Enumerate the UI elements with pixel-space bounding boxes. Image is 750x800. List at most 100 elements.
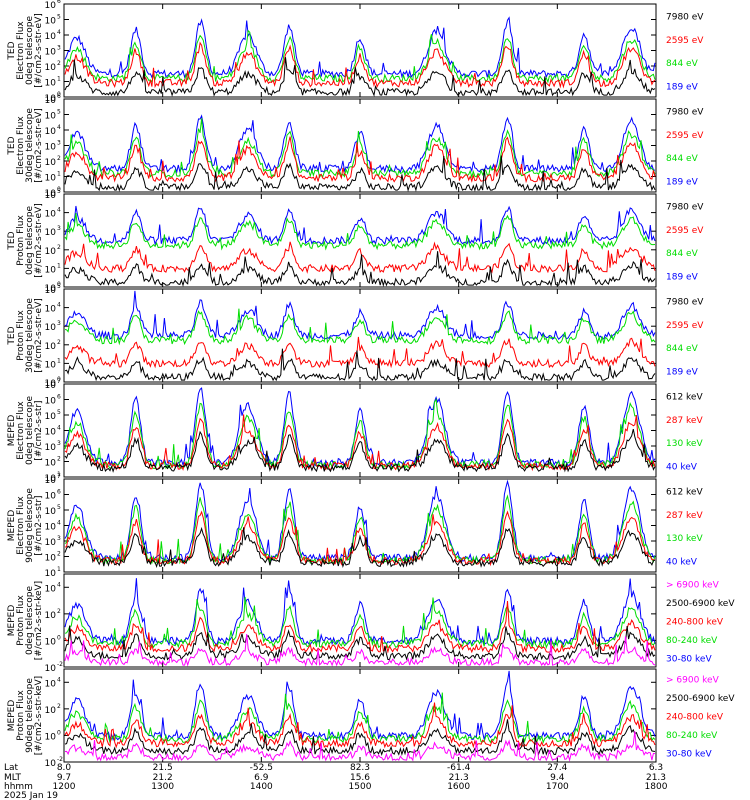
y-tick-exponent: 2 [57,155,61,162]
y-tick-base: 10 [45,342,57,352]
y-tick-label: 10 3 [45,320,61,333]
legend-entry: 7980 eV [666,298,704,308]
legend-entry: 287 keV [666,511,703,521]
panel-4: TED Proton Flux 30deg telescope [#/cm2-s-st… [7,283,704,389]
x-axis-row-label: 2025 Jan 19 [4,791,58,800]
y-tick-label: 10 5 [45,109,61,122]
y-tick-base: 10 [45,79,57,89]
y-tick-base: 10 [45,96,57,106]
y-axis-label: [#/cm2-s-str-keV] [34,676,44,755]
series-trace [64,526,656,569]
series-trace [64,719,656,756]
y-axis-label: Electron Flux [16,21,26,80]
y-tick-label: 10 3 [45,45,61,58]
y-tick-base: 10 [45,210,57,220]
y-tick-exponent: 2 [57,608,61,615]
x-tick-lat: 82.3 [350,763,370,773]
series-trace [64,428,656,473]
y-tick-base: 10 [45,247,57,257]
y-tick-exponent: 4 [57,207,61,214]
legend-entry: 612 keV [666,488,703,498]
y-tick-label: 10 0 [45,376,61,389]
y-tick-label: 10 0 [45,281,61,294]
y-tick-exponent: 4 [57,29,61,36]
series-trace [64,633,656,667]
y-tick-label: 10 1 [45,566,61,579]
y-tick-exponent: 0 [57,281,61,288]
y-tick-base: 10 [45,284,57,294]
y-tick-exponent: 5 [57,188,61,195]
legend-entry: 40 keV [666,557,698,567]
y-tick-label: 10 1 [45,357,61,370]
y-tick-label: 10 2 [45,551,61,564]
y-axis-label: MEPED [7,510,17,542]
series-trace [64,348,656,382]
y-axis-label: 90deg telescope [25,488,35,563]
y-tick-base: 10 [45,637,57,647]
legend-entry: 240-800 keV [666,618,724,628]
legend-entry: 2595 eV [666,36,704,46]
y-tick-label: 10 4 [45,207,61,220]
y-tick-label: 10 2 [45,339,61,352]
legend-entry: 7980 eV [666,108,704,118]
legend-entry: 844 eV [666,59,699,69]
y-tick-base: 10 [45,379,57,389]
y-tick-base: 10 [45,759,57,769]
legend-entry: 189 eV [666,272,699,282]
panel-8: MEPED Proton Flux 90deg telescope [#/cm2-s-… [7,668,735,769]
panel-frame [63,668,657,763]
y-tick-base: 10 [45,32,57,42]
legend-entry: 2595 eV [666,321,704,331]
y-tick-base: 10 [45,507,57,517]
y-tick-exponent: 0 [57,91,61,98]
x-tick-mlt: 9.7 [57,773,71,783]
panel-1: TED Electron Flux 0deg telescope [#/cm2-s-s… [7,0,704,104]
x-tick-mlt: 21.3 [449,773,469,783]
y-tick-base: 10 [45,569,57,579]
y-axis-label: 90deg telescope [25,678,35,753]
legend-entry: 240-800 keV [666,713,724,723]
y-tick-base: 10 [45,127,57,137]
y-tick-label: 10 4 [45,124,61,137]
y-tick-base: 10 [45,143,57,153]
panel-7: MEPED Proton Flux 0deg telescope [#/cm2-s-s… [7,573,735,674]
y-tick-base: 10 [45,554,57,564]
y-tick-exponent: 7 [57,378,61,385]
y-tick-exponent: 0 [57,186,61,193]
y-tick-exponent: 2 [57,60,61,67]
y-tick-exponent: 7 [57,473,61,480]
x-tick-mlt: 6.9 [254,773,269,783]
y-axis-label: Electron Flux [16,401,26,460]
y-tick-base: 10 [45,706,57,716]
y-axis-label: MEPED [7,415,17,447]
x-tick-mlt: 9.4 [550,773,565,783]
y-tick-base: 10 [45,63,57,73]
y-tick-exponent: 6 [57,0,61,5]
y-axis-label: Electron Flux [16,116,26,175]
y-tick-exponent: 2 [57,456,61,463]
legend-entry: 2595 eV [666,131,704,141]
legend-entry: 2595 eV [666,226,704,236]
y-tick-exponent: 2 [57,703,61,710]
y-tick-exponent: 4 [57,124,61,131]
y-tick-exponent: 5 [57,14,61,21]
y-tick-label: 10 1 [45,171,61,184]
x-tick-hhmm: 1700 [546,782,569,792]
y-tick-base: 10 [45,158,57,168]
y-tick-label: 10 6 [45,394,61,407]
y-tick-label: 10 4 [45,302,61,315]
series-trace [64,212,656,251]
y-tick-base: 10 [45,611,57,621]
y-tick-label: 10 4 [45,520,61,533]
series-trace [64,241,656,274]
y-axis-label: TED [7,41,17,60]
y-tick-base: 10 [45,189,57,199]
x-tick-lat: -52.5 [250,763,273,773]
y-tick-label: 10 0 [45,634,61,647]
series-trace [64,114,656,174]
y-axis-label: 0deg telescope [25,16,35,86]
y-tick-label: 10 3 [45,535,61,548]
y-tick-base: 10 [45,523,57,533]
y-tick-exponent: 2 [57,551,61,558]
